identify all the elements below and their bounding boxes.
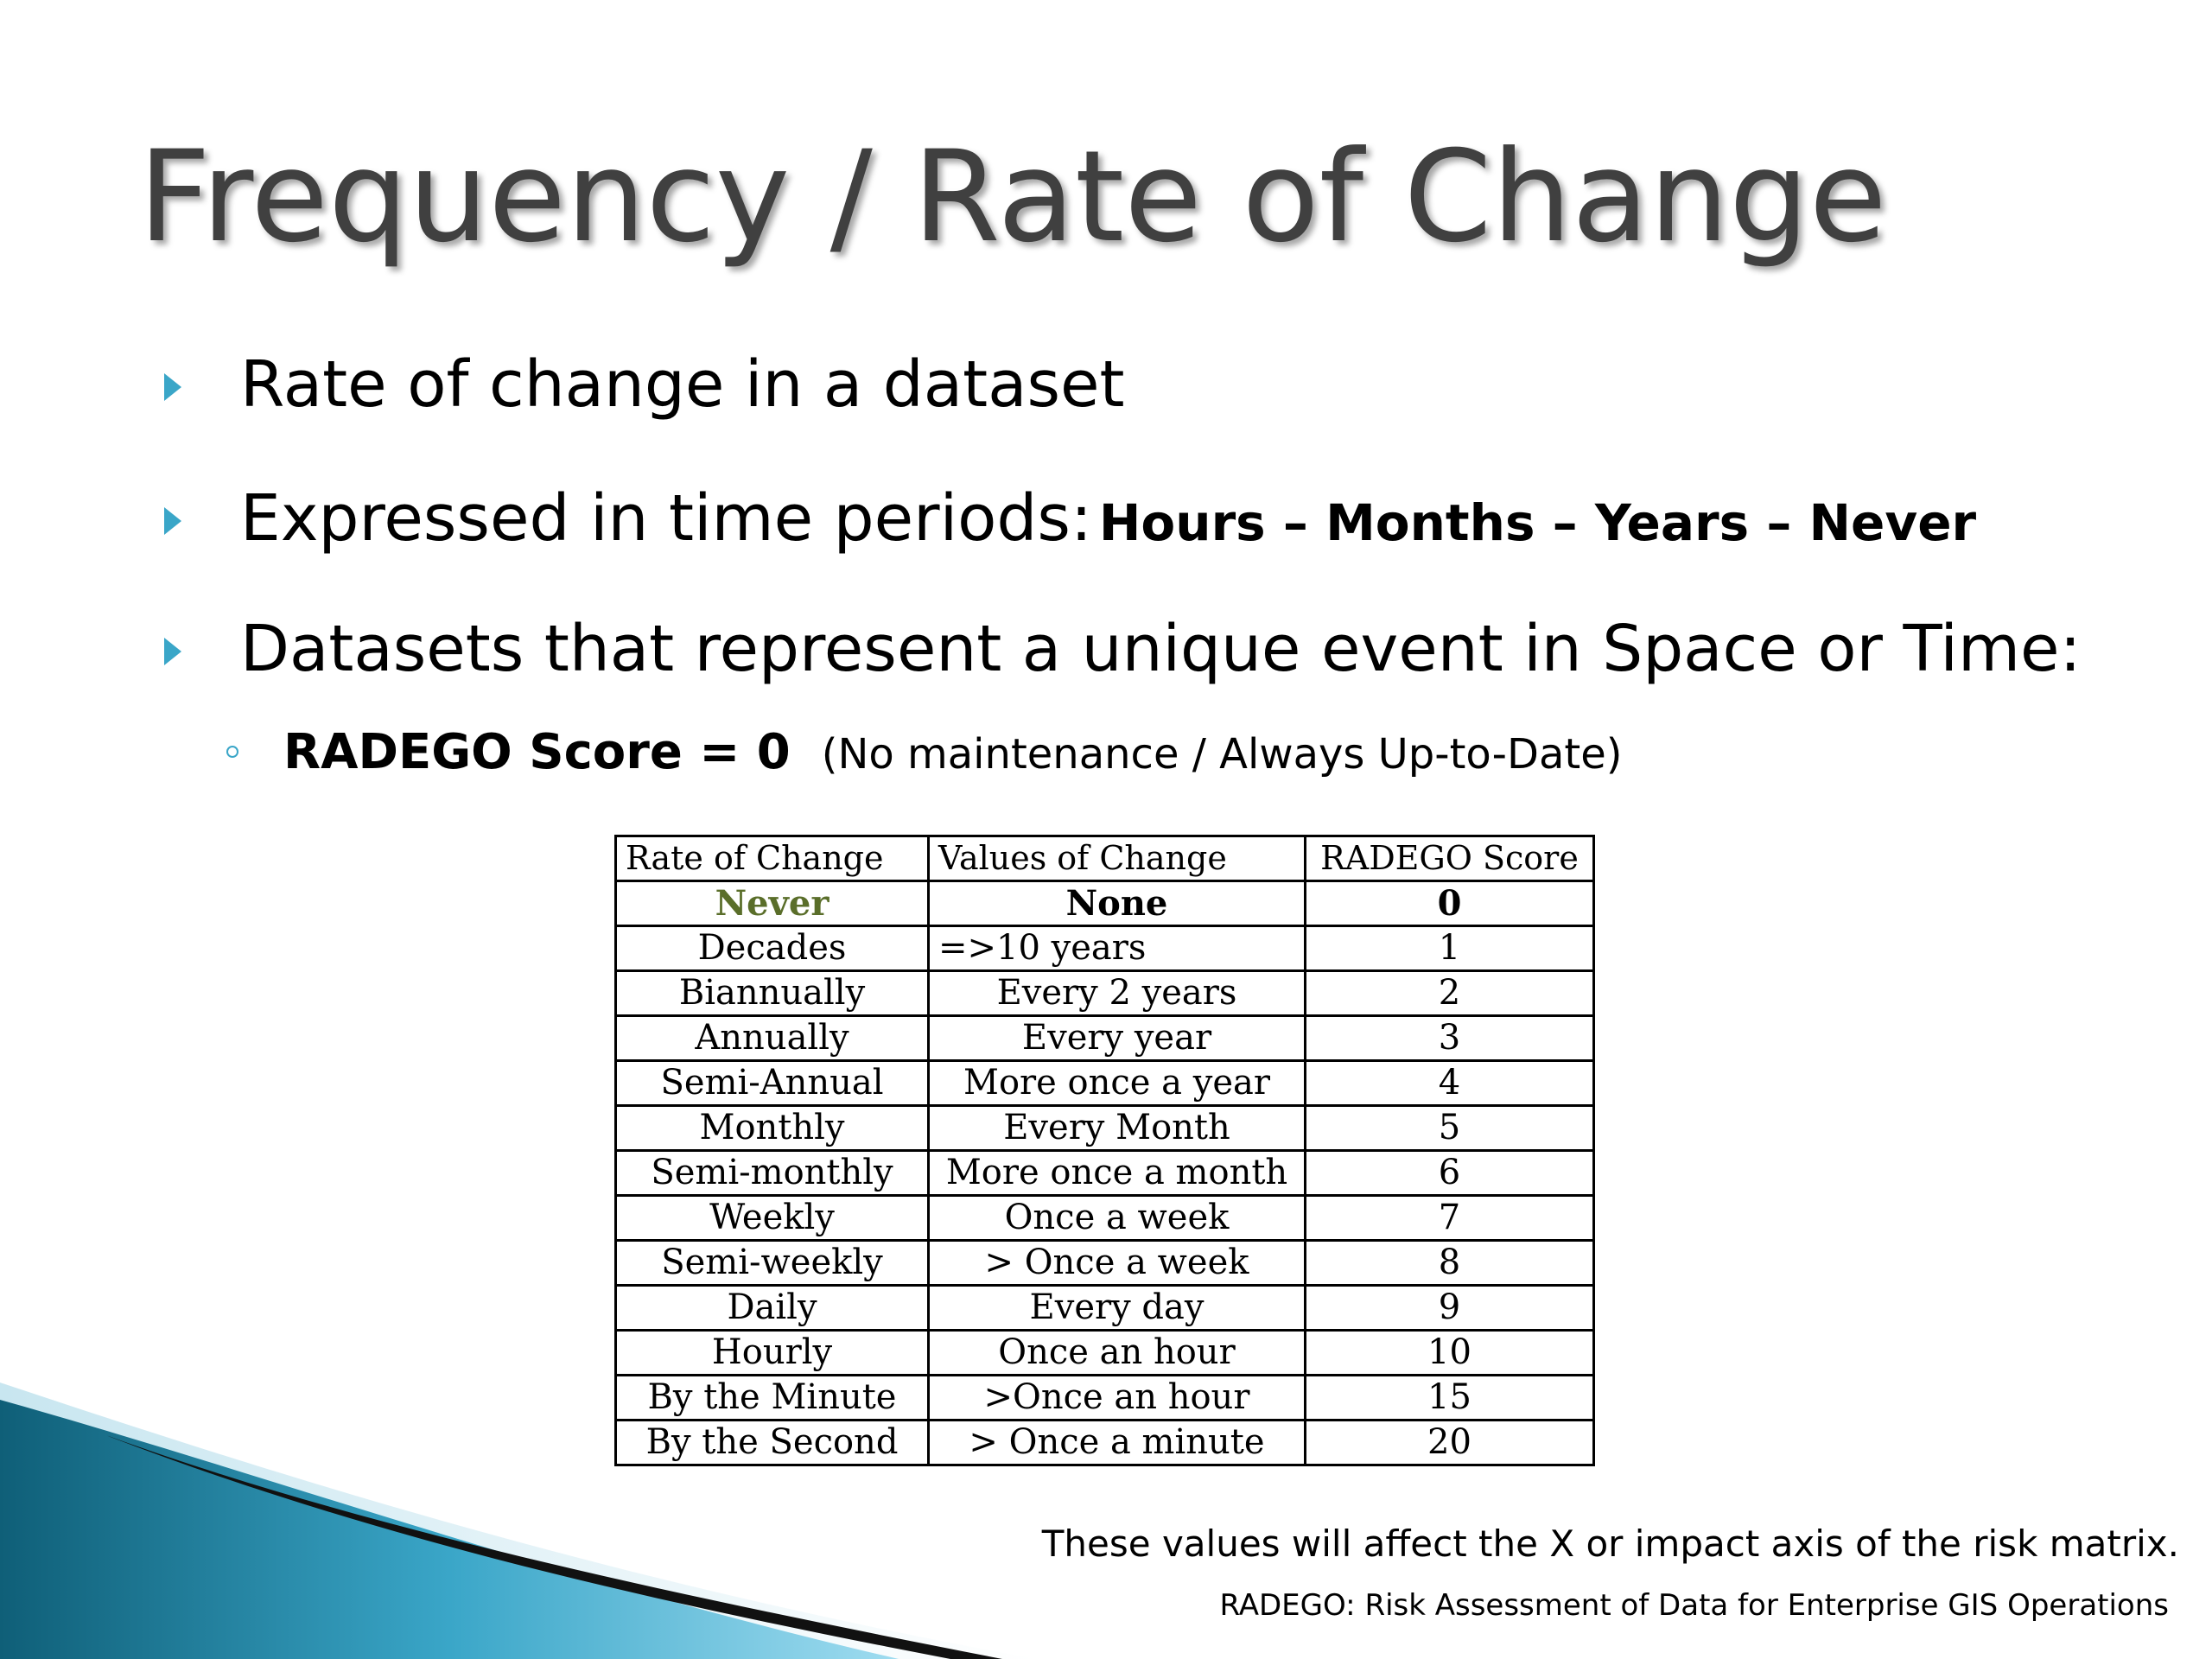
table-cell: > Once a week	[927, 1239, 1306, 1287]
slide-title: Frequency / Rate of Change	[138, 124, 1887, 270]
table-cell: 5	[1304, 1104, 1595, 1152]
radego-score-table: Rate of Change Values of Change RADEGO Sco…	[614, 835, 1595, 1466]
bullet-rate-of-change: Rate of change in a dataset	[164, 346, 1125, 423]
table-cell: Semi-monthly	[614, 1149, 930, 1197]
bullet-unique-event: Datasets that represent a unique event i…	[164, 610, 2082, 688]
table-cell: Semi-Annual	[614, 1059, 930, 1107]
sub-bullet-note: (No maintenance / Always Up-to-Date)	[821, 730, 1623, 779]
table-cell: 7	[1304, 1194, 1595, 1242]
table-cell: Annually	[614, 1014, 930, 1062]
table-cell: Daily	[614, 1284, 930, 1332]
table-row: Annually Every year 3	[614, 1014, 1595, 1062]
table-row: Semi-Annual More once a year 4	[614, 1059, 1595, 1107]
table-cell: 10	[1304, 1329, 1595, 1376]
sub-bullet-score: RADEGO Score = 0 (No maintenance / Alway…	[226, 724, 1622, 780]
table-cell: 6	[1304, 1149, 1595, 1197]
table-row: Semi-monthly More once a month 6	[614, 1149, 1595, 1197]
table-cell: 20	[1304, 1419, 1595, 1466]
table-cell: By the Minute	[614, 1374, 930, 1421]
table-cell: Once an hour	[927, 1329, 1306, 1376]
table-cell: Every day	[927, 1284, 1306, 1332]
table-header-row: Rate of Change Values of Change RADEGO Sco…	[614, 835, 1595, 882]
table-cell: Semi-weekly	[614, 1239, 930, 1287]
decorative-swoosh	[0, 1382, 1037, 1659]
table-cell: 1	[1304, 925, 1595, 972]
bullet-text: Expressed in time periods:	[240, 481, 1092, 556]
table-cell: Every year	[927, 1014, 1306, 1062]
table-cell: 9	[1304, 1284, 1595, 1332]
table-cell: Decades	[614, 925, 930, 972]
triangle-bullet-icon	[164, 373, 181, 401]
table-cell: 2	[1304, 969, 1595, 1017]
table-row: Never None 0	[614, 880, 1595, 927]
table-cell: Every 2 years	[927, 969, 1306, 1017]
bullet-text: Rate of change in a dataset	[240, 347, 1125, 422]
table-header-cell: Rate of Change	[614, 835, 930, 882]
bullet-time-periods: Expressed in time periods: Hours – Month…	[164, 480, 1976, 557]
table-cell: =>10 years	[927, 925, 1306, 972]
table-cell: Monthly	[614, 1104, 930, 1152]
table-row: Semi-weekly > Once a week 8	[614, 1239, 1595, 1287]
sub-bullet-score-text: RADEGO Score = 0	[283, 724, 791, 780]
table-cell: 3	[1304, 1014, 1595, 1062]
table-cell: Hourly	[614, 1329, 930, 1376]
table-row: Weekly Once a week 7	[614, 1194, 1595, 1242]
table-cell: More once a year	[927, 1059, 1306, 1107]
table-row: Decades =>10 years 1	[614, 925, 1595, 972]
table-cell: Never	[614, 880, 930, 927]
table-header-cell: Values of Change	[927, 835, 1306, 882]
bullet-emphasis: Hours – Months – Years – Never	[1098, 493, 1977, 552]
table-cell: 0	[1304, 880, 1595, 927]
table-cell: Biannually	[614, 969, 930, 1017]
table-cell: Once a week	[927, 1194, 1306, 1242]
radego-acronym-note: RADEGO: Risk Assessment of Data for Ente…	[1219, 1588, 2170, 1623]
table-cell: > Once a minute	[927, 1419, 1306, 1466]
table-header-cell: RADEGO Score	[1304, 835, 1595, 882]
table-cell: >Once an hour	[927, 1374, 1306, 1421]
ring-bullet-icon	[226, 746, 238, 758]
table-cell: None	[927, 880, 1306, 927]
table-cell: 15	[1304, 1374, 1595, 1421]
table-cell: Weekly	[614, 1194, 930, 1242]
table-cell: 4	[1304, 1059, 1595, 1107]
table-row: By the Minute >Once an hour 15	[614, 1374, 1595, 1421]
triangle-bullet-icon	[164, 638, 181, 665]
bullet-text: Datasets that represent a unique event i…	[240, 612, 2082, 686]
table-cell: 8	[1304, 1239, 1595, 1287]
table-row: Daily Every day 9	[614, 1284, 1595, 1332]
table-row: Hourly Once an hour 10	[614, 1329, 1595, 1376]
impact-axis-note: These values will affect the X or impact…	[1041, 1522, 2179, 1565]
triangle-bullet-icon	[164, 507, 181, 535]
table-row: By the Second > Once a minute 20	[614, 1419, 1595, 1466]
table-cell: Every Month	[927, 1104, 1306, 1152]
table-row: Monthly Every Month 5	[614, 1104, 1595, 1152]
table-cell: By the Second	[614, 1419, 930, 1466]
table-cell: More once a month	[927, 1149, 1306, 1197]
table-row: Biannually Every 2 years 2	[614, 969, 1595, 1017]
